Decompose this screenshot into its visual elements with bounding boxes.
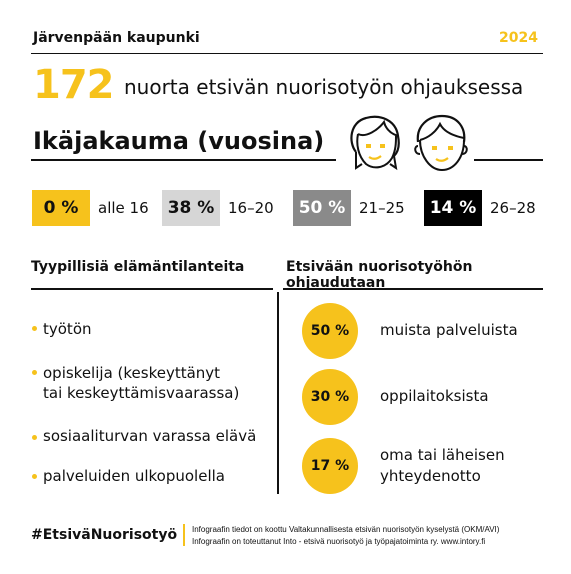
footer-hashtag: #EtsiväNuorisotyö — [31, 527, 178, 543]
age-chip-percent: 50 % — [293, 190, 351, 226]
girl-face-icon — [350, 115, 400, 171]
age-chip-percent: 38 % — [162, 190, 220, 226]
list-bullet — [32, 326, 37, 331]
referral-label: muista palveluista — [380, 321, 518, 339]
footer-divider — [183, 524, 185, 546]
age-chip-range: 16–20 — [228, 199, 274, 217]
percent-circle: 17 % — [302, 438, 358, 494]
left-section-title: Tyypillisiä elämäntilanteita — [31, 259, 245, 275]
referral-label: oppilaitoksista — [380, 387, 489, 405]
left-header-rule — [31, 288, 273, 290]
age-chip-percent: 14 % — [424, 190, 482, 226]
age-chip-range: alle 16 — [98, 199, 149, 217]
percent-circle: 30 % — [302, 369, 358, 425]
list-item: palveluiden ulkopuolella — [43, 467, 225, 485]
right-header-rule — [283, 288, 543, 290]
list-item: opiskelija (keskeyttänyt tai keskeyttämi… — [43, 364, 240, 402]
boy-face-icon — [414, 114, 468, 172]
age-chip-range: 21–25 — [359, 199, 405, 217]
headline-text: nuorta etsivän nuorisotyön ohjauksessa — [124, 75, 524, 99]
org-name: Järvenpään kaupunki — [33, 30, 200, 46]
age-title-underline — [31, 159, 336, 161]
list-item: työtön — [43, 320, 92, 338]
list-bullet — [32, 435, 37, 440]
column-divider — [277, 292, 279, 494]
list-bullet — [32, 474, 37, 479]
referral-label: oma tai läheisen yhteydenotto — [380, 446, 505, 485]
footer-credit-line-2: Infograafin on toteuttanut Into - etsivä… — [192, 537, 486, 546]
list-bullet — [32, 370, 37, 375]
footer-credit-line-1: Infograafin tiedot on koottu Valtakunnal… — [192, 525, 500, 534]
age-title: Ikäjakauma (vuosina) — [33, 127, 325, 155]
age-chip-percent: 0 % — [32, 190, 90, 226]
headline-number: 172 — [33, 62, 114, 108]
age-right-rule — [474, 159, 543, 161]
right-section-title: Etsivään nuorisotyöhön ohjaudutaan — [286, 259, 473, 291]
year-label: 2024 — [499, 30, 538, 46]
percent-circle: 50 % — [302, 303, 358, 359]
header-rule — [31, 53, 543, 54]
list-item: sosiaaliturvan varassa elävä — [43, 427, 257, 445]
age-chip-range: 26–28 — [490, 199, 536, 217]
